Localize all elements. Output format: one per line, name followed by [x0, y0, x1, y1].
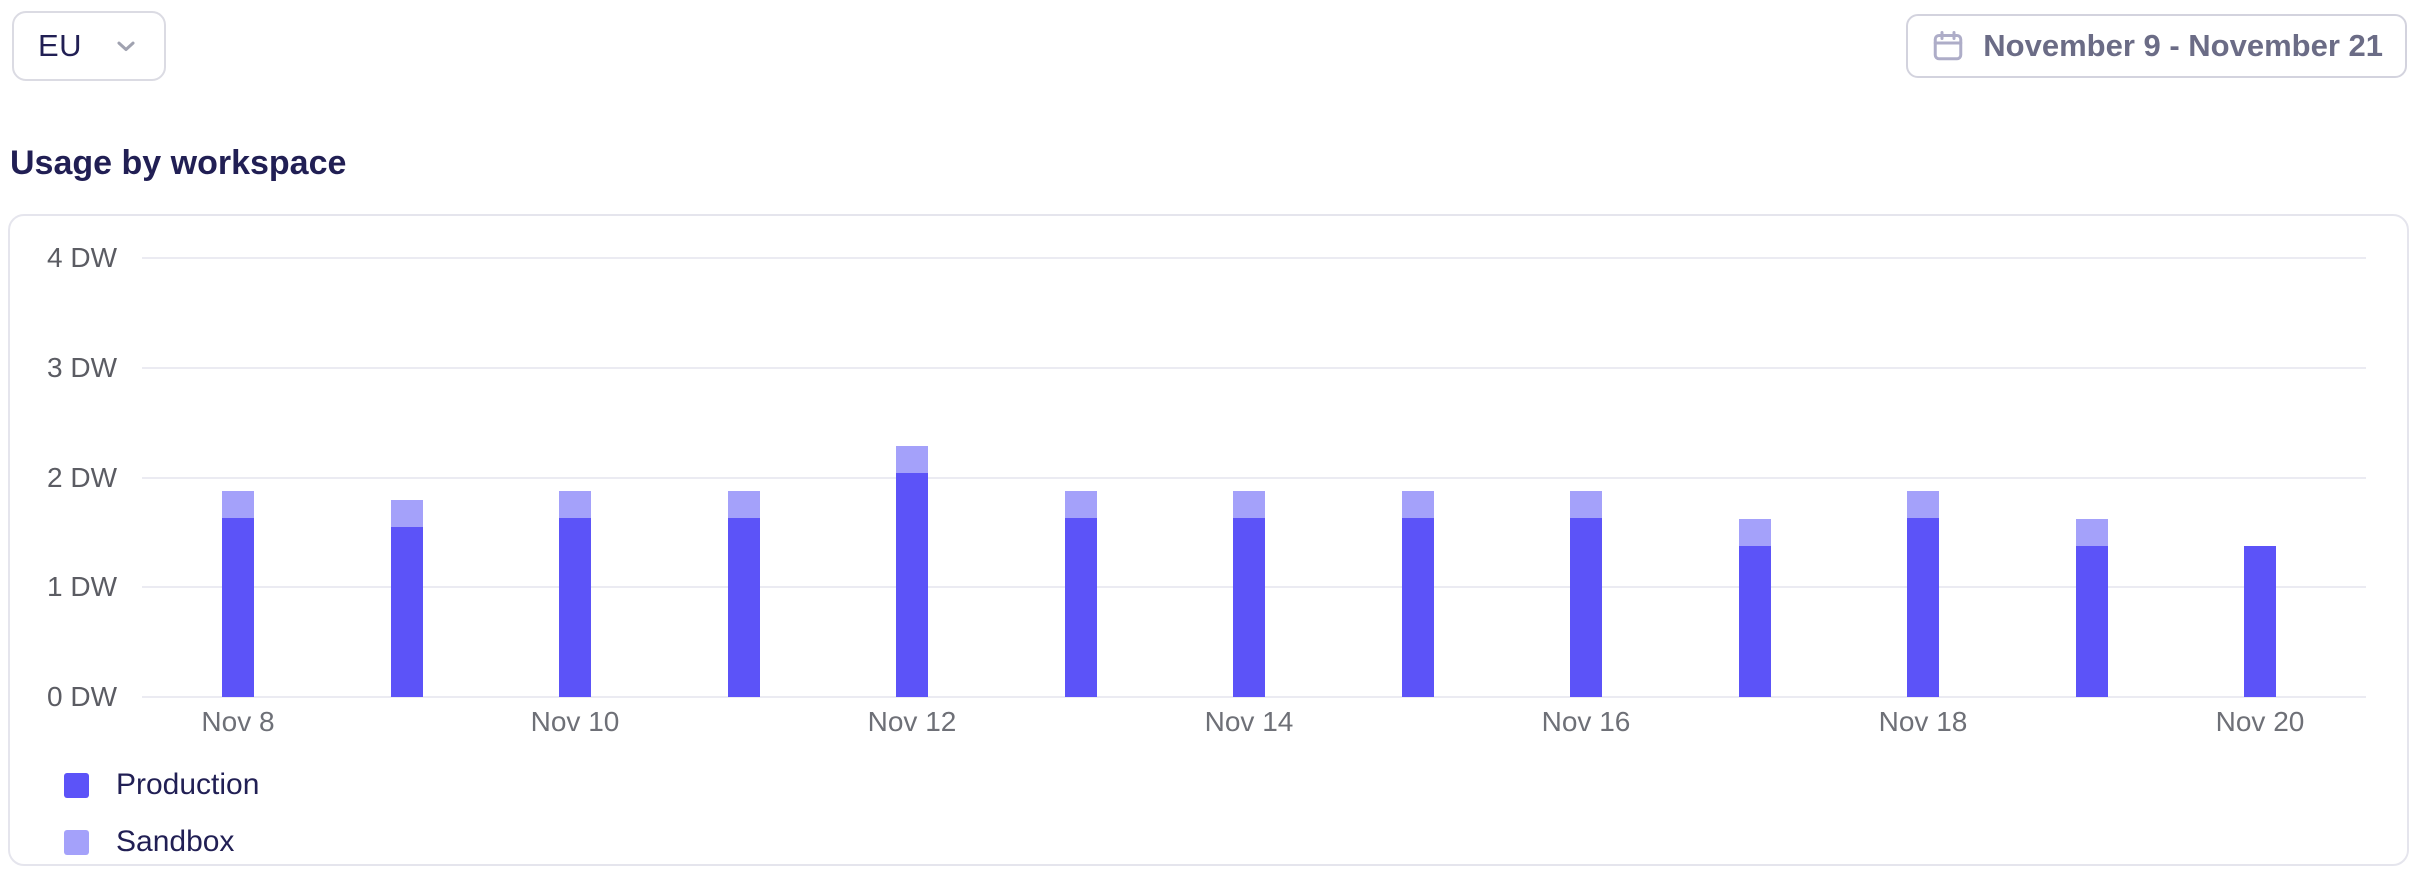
bar-segment-sandbox	[1065, 491, 1097, 518]
y-axis-tick-label: 4 DW	[47, 242, 117, 273]
bar-segment-sandbox	[1570, 491, 1602, 518]
chevron-down-icon	[112, 32, 140, 60]
bar-nov-17[interactable]	[1739, 519, 1771, 697]
legend-label: Sandbox	[116, 825, 235, 858]
gridline-3dw	[142, 366, 2366, 369]
bar-nov-14[interactable]	[1233, 491, 1265, 697]
bar-segment-production	[728, 518, 760, 697]
x-axis-tick-label: Nov 18	[1878, 706, 1968, 737]
y-axis-tick-label: 1 DW	[47, 571, 117, 603]
bar-nov-16[interactable]	[1570, 491, 1602, 697]
bar-nov-18[interactable]	[1907, 491, 1939, 697]
bar-segment-production	[1907, 518, 1939, 697]
bar-segment-sandbox	[1739, 519, 1771, 546]
x-axis-tick-label: Nov 12	[867, 706, 957, 737]
bar-segment-production	[1233, 518, 1265, 697]
bar-segment-sandbox	[222, 491, 254, 518]
x-axis-tick-label: Nov 20	[2215, 706, 2305, 737]
bar-segment-production	[559, 518, 591, 697]
bar-segment-sandbox	[728, 491, 760, 518]
date-range-value: November 9 - November 21	[1983, 28, 2383, 63]
bar-segment-sandbox	[1402, 491, 1434, 518]
chart-legend: Production Sandbox	[64, 768, 259, 859]
bar-nov-9[interactable]	[391, 500, 423, 697]
x-axis-tick-label: Nov 16	[1541, 706, 1631, 737]
usage-chart-card: 0 DW 1 DW 2 DW 3 DW 4 DW Nov 8 Nov 10 Nov 12 Nov…	[8, 214, 2409, 866]
bar-segment-production	[2244, 546, 2276, 697]
bar-nov-12[interactable]	[896, 446, 928, 697]
bar-segment-sandbox	[1907, 491, 1939, 518]
x-axis-tick-label: Nov 14	[1204, 706, 1294, 737]
bar-segment-sandbox	[896, 446, 928, 473]
bar-segment-production	[1739, 546, 1771, 697]
bar-segment-sandbox	[559, 491, 591, 518]
legend-swatch-production	[64, 772, 89, 798]
bar-segment-production	[1402, 518, 1434, 697]
date-range-picker[interactable]: November 9 - November 21	[1906, 14, 2407, 78]
legend-item-production: Production	[64, 768, 259, 802]
bar-segment-production	[2076, 546, 2108, 697]
x-axis-tick-label: Nov 10	[530, 706, 620, 737]
usage-chart: 0 DW 1 DW 2 DW 3 DW 4 DW Nov 8 Nov 10 Nov 12 Nov…	[10, 216, 2407, 864]
bar-segment-sandbox	[2076, 519, 2108, 546]
bar-segment-production	[1065, 518, 1097, 697]
gridline-4dw	[142, 257, 2366, 259]
bar-nov-15[interactable]	[1402, 491, 1434, 697]
legend-swatch-sandbox	[64, 829, 89, 855]
x-axis-tick-label: Nov 8	[201, 706, 275, 737]
y-axis-tick-label: 3 DW	[47, 351, 117, 383]
bar-nov-13[interactable]	[1065, 491, 1097, 697]
bar-segment-sandbox	[391, 500, 423, 527]
bar-segment-production	[222, 518, 254, 697]
bar-segment-sandbox	[1233, 491, 1265, 518]
bar-segment-production	[1570, 518, 1602, 697]
region-selector-value: EU	[38, 28, 83, 63]
bar-nov-11[interactable]	[728, 491, 760, 697]
page-title: Usage by workspace	[10, 144, 347, 182]
calendar-icon	[1930, 28, 1966, 64]
bar-segment-production	[896, 473, 928, 697]
bar-nov-10[interactable]	[559, 491, 591, 697]
bar-segment-production	[391, 527, 423, 697]
bar-nov-8[interactable]	[222, 491, 254, 697]
y-axis-tick-label: 2 DW	[47, 461, 117, 493]
bar-nov-20[interactable]	[2244, 546, 2276, 697]
bar-nov-19[interactable]	[2076, 519, 2108, 697]
region-selector[interactable]: EU	[12, 11, 167, 81]
legend-item-sandbox: Sandbox	[64, 825, 259, 859]
gridline-2dw	[142, 476, 2366, 479]
legend-label: Production	[116, 768, 260, 801]
y-axis-tick-label: 0 DW	[47, 681, 117, 712]
gridline-0dw	[142, 696, 2366, 698]
